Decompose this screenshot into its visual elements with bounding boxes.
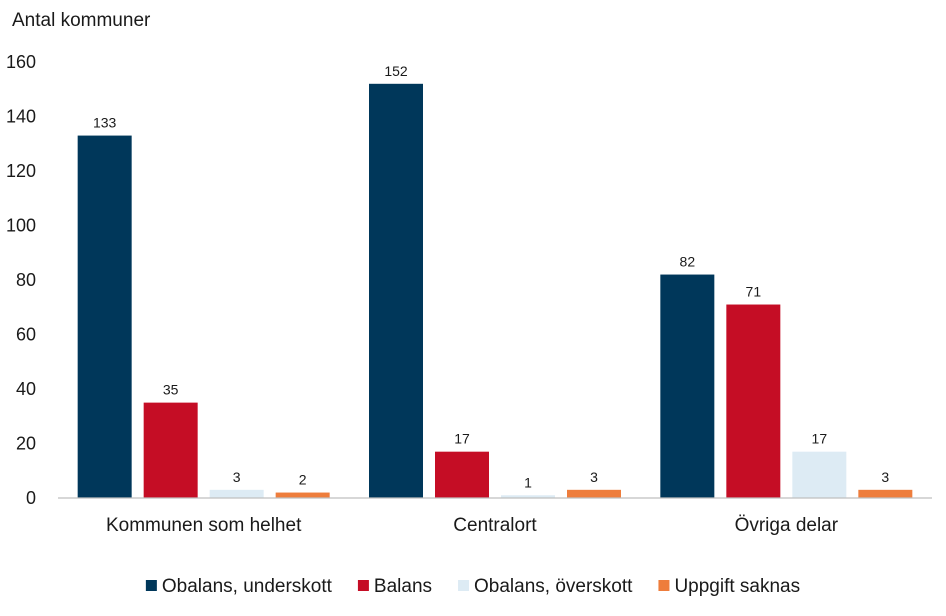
data-label: 71 (746, 284, 762, 300)
legend-label: Obalans, överskott (474, 576, 633, 597)
legend-swatch (145, 580, 157, 591)
y-axis-ticks: 0 20 40 60 80 100 120 140 160 (6, 52, 36, 508)
legend-label: Uppgift saknas (674, 576, 800, 597)
data-label: 133 (93, 115, 117, 131)
legend-swatch (458, 580, 470, 591)
x-tick-label: Centralort (453, 515, 537, 536)
legend-item: Balans (357, 576, 432, 597)
data-label: 3 (590, 469, 598, 485)
bar (77, 135, 132, 498)
y-tick-label: 80 (16, 270, 36, 290)
bar (209, 489, 264, 498)
data-label: 152 (384, 63, 408, 79)
x-tick-label: Kommunen som helhet (106, 515, 302, 536)
data-label: 17 (812, 431, 828, 447)
y-tick-label: 60 (16, 325, 36, 345)
y-tick-label: 160 (6, 52, 36, 72)
bar (435, 451, 489, 498)
y-axis-label: Antal kommuner (12, 10, 151, 31)
bar (275, 492, 330, 498)
legend-swatch (658, 580, 670, 591)
bar (501, 495, 555, 498)
bar (143, 402, 198, 498)
bar (858, 489, 913, 498)
bars (77, 83, 913, 499)
data-label: 35 (163, 382, 179, 398)
y-tick-label: 40 (16, 379, 36, 399)
y-tick-label: 140 (6, 107, 36, 127)
bar (369, 83, 423, 499)
bar (792, 451, 847, 498)
bar (726, 304, 781, 498)
legend-item: Uppgift saknas (658, 576, 800, 597)
x-tick-label: Övriga delar (735, 515, 839, 536)
data-label: 3 (233, 469, 241, 485)
data-labels: 133 35 3 2 152 17 1 3 82 71 17 3 (93, 63, 889, 490)
y-tick-label: 20 (16, 434, 36, 454)
data-label: 3 (881, 469, 889, 485)
y-tick-label: 120 (6, 161, 36, 181)
y-tick-label: 100 (6, 216, 36, 236)
legend-item: Obalans, underskott (145, 576, 333, 597)
legend-label: Balans (374, 576, 432, 597)
y-tick-label: 0 (26, 488, 36, 508)
legend-swatch (357, 580, 369, 591)
data-label: 1 (524, 474, 532, 490)
legend-item: Obalans, överskott (458, 576, 633, 597)
x-axis-ticks: Kommunen som helhet Centralort Övriga dela… (106, 515, 839, 536)
data-label: 17 (454, 431, 470, 447)
bar (660, 274, 715, 498)
bar (567, 489, 621, 498)
data-label: 2 (299, 472, 307, 488)
data-label: 82 (680, 254, 696, 270)
legend: Obalans, underskott Balans Obalans, översk… (145, 576, 800, 597)
legend-label: Obalans, underskott (162, 576, 333, 597)
